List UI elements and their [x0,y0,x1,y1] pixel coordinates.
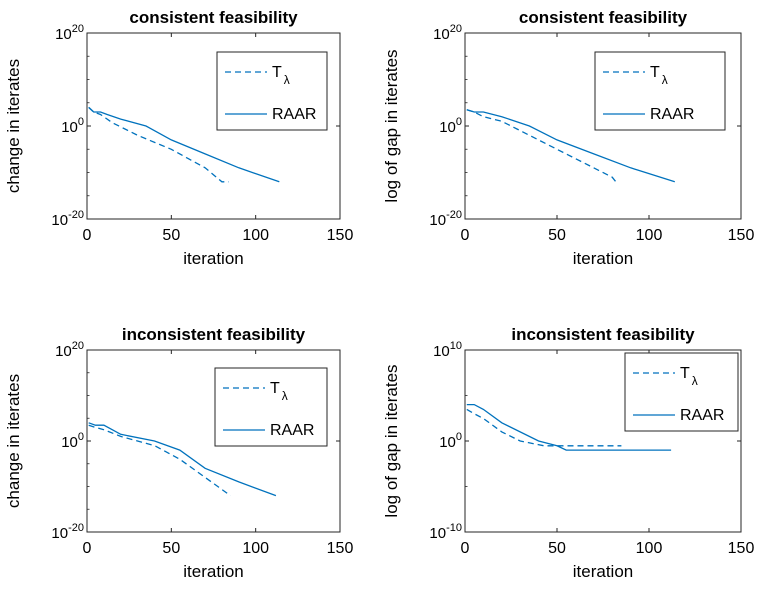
chart-title: inconsistent feasibility [122,325,306,344]
x-axis-label: iteration [183,562,243,581]
legend-label: RAAR [680,407,724,424]
x-axis-label: iteration [183,249,243,268]
subplot-3: 0 50 100 150 10-20 100 1020 inconsistent feasib… [4,325,353,581]
legend-label: RAAR [650,106,694,123]
x-tick-label: 50 [162,540,180,557]
x-tick-label: 100 [636,227,663,244]
x-tick-label: 0 [83,227,92,244]
x-axis-label: iteration [573,562,633,581]
subplot-4: 0 50 100 150 10-10 100 1010 inconsistent feasib… [382,325,754,581]
x-tick-label: 150 [728,540,755,557]
series-line-t-lambda [88,106,229,183]
y-axis-label: log of gap in iterates [382,49,401,202]
x-tick-label: 100 [242,540,269,557]
x-tick-label: 100 [636,540,663,557]
chart-title: inconsistent feasibility [511,325,695,344]
legend-label: RAAR [270,422,314,439]
y-axis-label: change in iterates [4,374,23,508]
y-tick-label: 1010 [433,340,462,360]
series-line-raar [466,109,675,183]
x-tick-label: 0 [461,227,470,244]
x-axis-label: iteration [573,249,633,268]
y-tick-label: 1020 [433,23,462,43]
y-tick-label: 100 [61,431,84,451]
series-line-raar [88,422,277,497]
x-tick-label: 150 [327,540,354,557]
legend-box [624,352,739,432]
x-tick-label: 150 [327,227,354,244]
legend-box [216,51,328,131]
series-line-t-lambda [466,408,622,447]
y-tick-label: 10-20 [51,209,84,229]
series-line-t-lambda [88,424,231,497]
x-tick-label: 100 [242,227,269,244]
y-axis-label: log of gap in iterates [382,364,401,517]
y-tick-label: 1020 [55,23,84,43]
y-tick-label: 10-20 [51,522,84,542]
x-tick-label: 50 [548,540,566,557]
y-tick-label: 100 [439,116,462,136]
series-line-raar [88,106,280,183]
y-tick-label: 10-20 [429,209,462,229]
y-tick-label: 1020 [55,340,84,360]
legend-box [214,367,328,447]
chart-title: consistent feasibility [519,8,688,27]
y-tick-label: 10-10 [429,522,462,542]
x-tick-label: 50 [548,227,566,244]
y-tick-label: 100 [439,431,462,451]
series-line-raar [466,403,672,451]
legend-label: RAAR [272,106,316,123]
x-tick-label: 0 [83,540,92,557]
y-axis-label: change in iterates [4,59,23,193]
x-tick-label: 50 [162,227,180,244]
x-tick-label: 0 [461,540,470,557]
series-line-t-lambda [466,109,617,183]
y-tick-label: 100 [61,116,84,136]
x-tick-label: 150 [728,227,755,244]
subplot-1: 0 50 100 150 10-20 100 1020 consistent feasibil… [4,8,353,268]
chart-title: consistent feasibility [129,8,298,27]
subplot-2: 0 50 100 150 10-20 100 1020 consistent feasibil… [382,8,754,268]
legend-box [594,51,726,131]
